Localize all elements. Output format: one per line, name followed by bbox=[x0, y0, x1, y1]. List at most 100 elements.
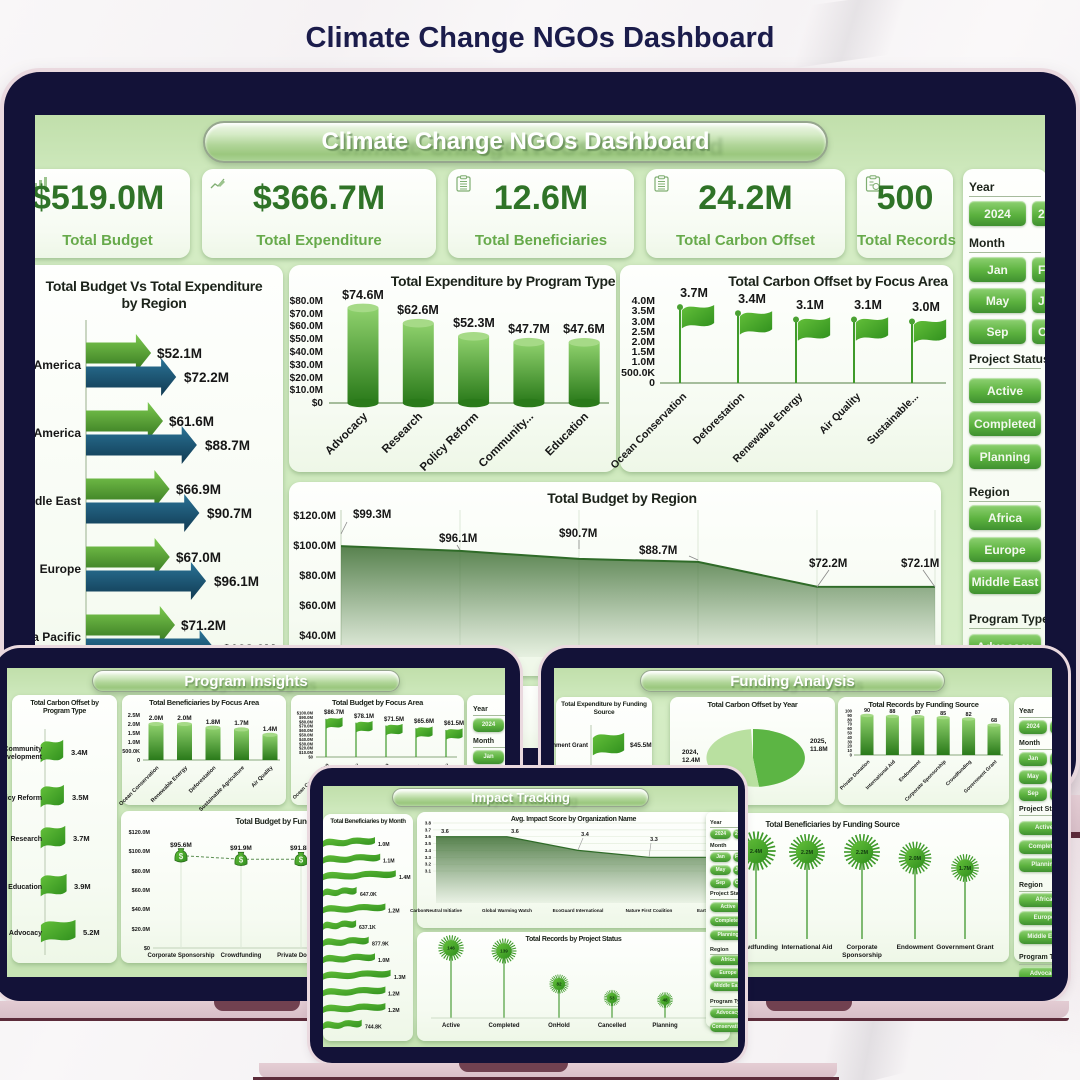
svg-text:3.1: 3.1 bbox=[425, 869, 432, 874]
svg-text:$70.0M: $70.0M bbox=[290, 309, 323, 320]
svg-text:$70.0M: $70.0M bbox=[299, 724, 313, 729]
svg-text:$91.9M: $91.9M bbox=[230, 845, 252, 852]
svg-text:$72.2M: $72.2M bbox=[809, 558, 847, 570]
svg-text:$100.0M: $100.0M bbox=[129, 849, 151, 855]
svg-text:3.5: 3.5 bbox=[425, 841, 432, 846]
svg-text:$40.0M: $40.0M bbox=[299, 630, 336, 642]
svg-text:$47.7M: $47.7M bbox=[508, 322, 550, 336]
svg-text:$60.0M: $60.0M bbox=[299, 728, 313, 733]
svg-text:3.0M: 3.0M bbox=[912, 300, 940, 314]
svg-text:Community: Community bbox=[7, 746, 42, 753]
svg-text:$20.0M: $20.0M bbox=[132, 927, 151, 933]
svg-text:$50.0M: $50.0M bbox=[290, 334, 323, 345]
svg-text:1.7M: 1.7M bbox=[959, 866, 972, 872]
svg-text:3.6: 3.6 bbox=[511, 829, 519, 835]
svg-text:82: 82 bbox=[966, 712, 972, 718]
svg-text:$80.0M: $80.0M bbox=[299, 719, 313, 724]
svg-text:60: 60 bbox=[847, 726, 852, 731]
svg-text:3.3: 3.3 bbox=[425, 855, 432, 860]
svg-text:$71.2M: $71.2M bbox=[181, 618, 226, 633]
svg-text:$90.7M: $90.7M bbox=[207, 506, 252, 521]
svg-text:2.0M: 2.0M bbox=[149, 715, 163, 722]
svg-text:$40.0M: $40.0M bbox=[299, 737, 313, 742]
svg-text:$20.0M: $20.0M bbox=[290, 373, 323, 384]
svg-text:3.0M: 3.0M bbox=[632, 316, 656, 328]
svg-text:Endowment: Endowment bbox=[897, 944, 935, 951]
svg-text:1.8M: 1.8M bbox=[206, 719, 220, 726]
svg-text:$0: $0 bbox=[144, 946, 150, 952]
svg-text:5.2M: 5.2M bbox=[83, 928, 100, 937]
svg-text:$78.1M: $78.1M bbox=[354, 714, 374, 720]
svg-text:3.4: 3.4 bbox=[425, 848, 432, 853]
svg-text:30: 30 bbox=[847, 739, 852, 744]
svg-text:$61.5M: $61.5M bbox=[444, 721, 464, 727]
svg-text:48: 48 bbox=[662, 998, 668, 1003]
svg-text:Deforestation: Deforestation bbox=[188, 765, 218, 795]
svg-text:1.4M: 1.4M bbox=[399, 875, 411, 881]
svg-text:Middle East: Middle East bbox=[35, 494, 81, 508]
svg-text:Research: Research bbox=[10, 836, 42, 843]
svg-text:Research: Research bbox=[380, 411, 425, 456]
svg-text:$80.0M: $80.0M bbox=[132, 869, 151, 875]
svg-text:$96.1M: $96.1M bbox=[439, 533, 477, 545]
svg-text:1.3M: 1.3M bbox=[394, 975, 406, 981]
svg-text:$40.0M: $40.0M bbox=[132, 907, 151, 913]
svg-text:Europe: Europe bbox=[40, 562, 82, 576]
svg-text:2.0M: 2.0M bbox=[177, 715, 191, 722]
svg-text:2.0M: 2.0M bbox=[632, 336, 656, 348]
svg-text:3.3: 3.3 bbox=[650, 837, 658, 843]
svg-text:$86.7M: $86.7M bbox=[324, 710, 344, 716]
svg-text:1.0M: 1.0M bbox=[632, 356, 656, 368]
svg-text:$90.7M: $90.7M bbox=[559, 528, 597, 540]
svg-text:$95.6M: $95.6M bbox=[170, 842, 192, 849]
svg-text:2.4M: 2.4M bbox=[750, 849, 763, 855]
svg-text:90: 90 bbox=[864, 708, 870, 714]
svg-text:Nature First Coalition: Nature First Coalition bbox=[626, 908, 673, 913]
svg-text:2024,: 2024, bbox=[682, 749, 698, 756]
svg-text:$47.6M: $47.6M bbox=[563, 322, 605, 336]
svg-text:82: 82 bbox=[556, 982, 562, 987]
svg-text:$: $ bbox=[179, 852, 184, 861]
svg-text:1.2M: 1.2M bbox=[388, 1008, 400, 1014]
svg-text:$120.0M: $120.0M bbox=[293, 510, 336, 522]
svg-text:3.4: 3.4 bbox=[581, 832, 590, 838]
svg-text:Deforestation: Deforestation bbox=[691, 391, 747, 447]
svg-text:0: 0 bbox=[137, 758, 140, 764]
svg-text:2.2M: 2.2M bbox=[801, 850, 814, 856]
svg-text:Development: Development bbox=[7, 754, 43, 761]
svg-text:$60.0M: $60.0M bbox=[299, 600, 336, 612]
svg-text:90: 90 bbox=[847, 713, 852, 718]
svg-text:Air Quality: Air Quality bbox=[817, 391, 863, 437]
svg-text:Policy Reform: Policy Reform bbox=[418, 411, 481, 474]
svg-text:$100.0M: $100.0M bbox=[297, 711, 314, 716]
svg-text:$71.5M: $71.5M bbox=[384, 717, 404, 723]
svg-text:2.0M: 2.0M bbox=[909, 856, 922, 862]
svg-text:Advocacy: Advocacy bbox=[9, 930, 42, 937]
svg-text:$80.0M: $80.0M bbox=[290, 296, 323, 307]
svg-text:2.5M: 2.5M bbox=[632, 326, 656, 338]
svg-text:10: 10 bbox=[847, 748, 852, 753]
svg-text:3.7M: 3.7M bbox=[73, 834, 90, 843]
svg-text:Crowdfunding: Crowdfunding bbox=[734, 944, 778, 951]
svg-text:Private Donation: Private Donation bbox=[277, 953, 325, 959]
svg-text:$62.6M: $62.6M bbox=[397, 303, 439, 317]
svg-text:Sponsorship: Sponsorship bbox=[842, 952, 882, 959]
svg-text:$: $ bbox=[299, 856, 304, 865]
svg-text:$45.5M: $45.5M bbox=[630, 742, 652, 749]
svg-text:1.0M: 1.0M bbox=[128, 740, 141, 746]
svg-text:3.4M: 3.4M bbox=[738, 292, 766, 306]
svg-text:$88.7M: $88.7M bbox=[639, 545, 677, 557]
svg-text:2025,: 2025, bbox=[810, 738, 826, 745]
svg-text:Corporate: Corporate bbox=[846, 944, 877, 951]
svg-text:Global Warming Watch: Global Warming Watch bbox=[482, 908, 532, 913]
svg-text:$: $ bbox=[239, 856, 244, 865]
svg-text:3.7: 3.7 bbox=[425, 827, 432, 832]
svg-text:85: 85 bbox=[940, 711, 946, 717]
svg-text:$30.0M: $30.0M bbox=[299, 741, 313, 746]
svg-text:$96.1M: $96.1M bbox=[214, 574, 259, 589]
svg-text:$67.0M: $67.0M bbox=[176, 550, 221, 565]
svg-text:4.0M: 4.0M bbox=[632, 295, 656, 307]
svg-text:$91.8M: $91.8M bbox=[290, 845, 312, 852]
svg-text:877.9K: 877.9K bbox=[372, 942, 389, 948]
svg-text:Endowment: Endowment bbox=[898, 759, 923, 784]
